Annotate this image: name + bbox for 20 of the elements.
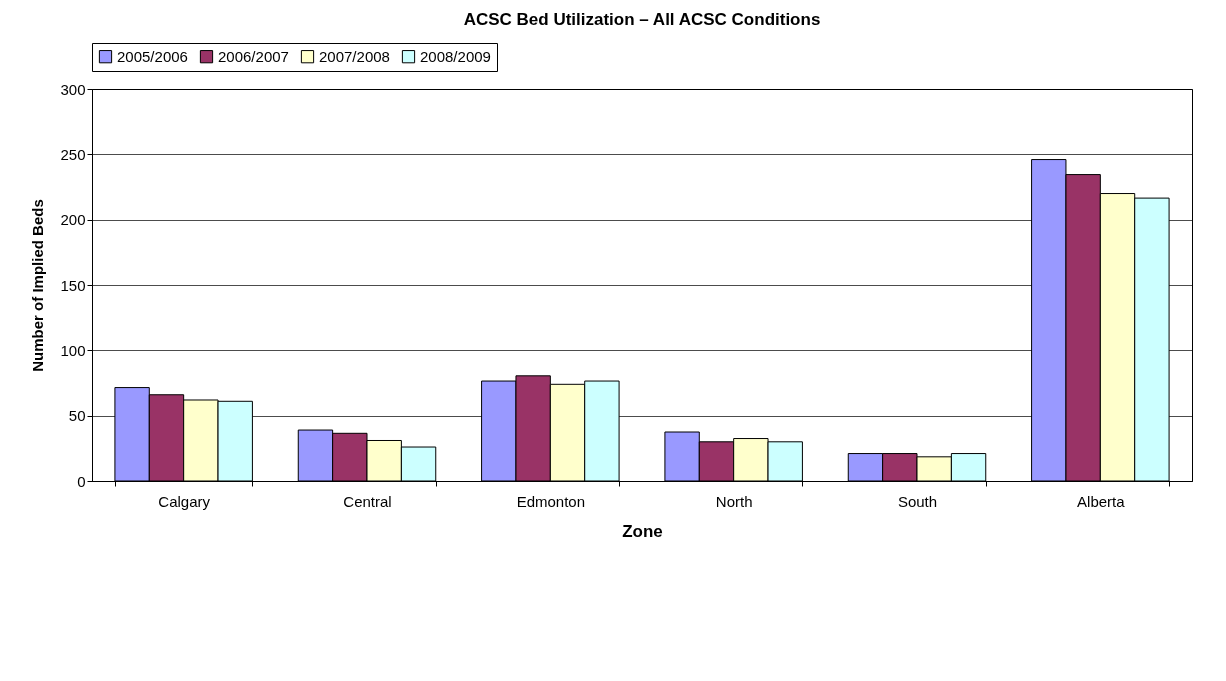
legend-label: 2008/2009 (420, 47, 491, 65)
y-tick-label: 250 (60, 145, 86, 163)
x-tick-label: South (897, 492, 938, 510)
y-tick-label: 0 (77, 472, 86, 490)
x-tick-label: North (715, 492, 753, 510)
x-tick-label: Alberta (1077, 492, 1126, 510)
y-axis-title: Number of Implied Beds (29, 199, 47, 372)
y-tick-label: 100 (60, 341, 86, 359)
y-tick-label: 200 (60, 211, 86, 229)
legend-label: 2005/2006 (117, 47, 188, 65)
chart-title: ACSC Bed Utilization – All ACSC Conditions (463, 9, 821, 29)
legend-label: 2007/2008 (319, 47, 390, 65)
y-tick-label: 50 (68, 407, 86, 425)
x-tick-label: Central (343, 492, 392, 510)
y-tick-label: 150 (60, 276, 86, 294)
y-tick-label: 300 (60, 80, 86, 98)
x-tick-label: Calgary (158, 492, 211, 510)
x-tick-label: Edmonton (516, 492, 586, 510)
legend-label: 2006/2007 (218, 47, 289, 65)
x-axis-title: Zone (622, 521, 663, 541)
